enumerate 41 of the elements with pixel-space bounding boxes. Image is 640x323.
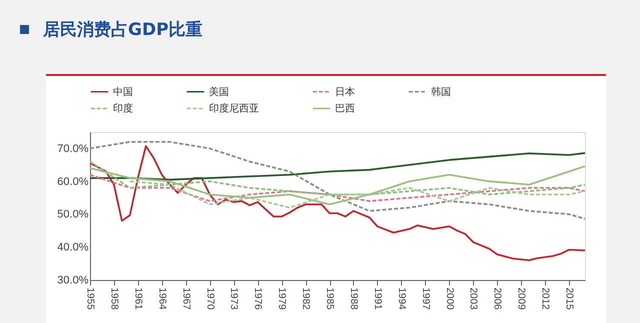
y-tick-label: 50.0% (57, 208, 89, 221)
x-tick-label: 1961 (132, 288, 144, 310)
line-series (89, 145, 586, 262)
y-tick-label: 30.0% (57, 274, 89, 286)
y-tick-label: 40.0% (57, 242, 89, 254)
line-series (89, 165, 586, 206)
x-tick-label: 1985 (324, 288, 336, 310)
legend-label: 韩国 (431, 86, 451, 98)
x-tick-label: 2006 (492, 288, 503, 310)
x-tick-label: 1964 (156, 288, 168, 310)
x-tick-label: 2009 (516, 288, 527, 310)
x-tick-label: 1958 (108, 288, 120, 310)
legend-label: 印度 (113, 102, 133, 114)
y-tick-label: 70.0% (57, 142, 89, 155)
x-tick-label: 1979 (276, 288, 288, 310)
x-tick-label: 2015 (564, 288, 575, 310)
line-series (89, 160, 586, 196)
x-tick-label: 2012 (540, 288, 551, 310)
legend-label: 日本 (335, 86, 355, 98)
x-tick-label: 1991 (372, 288, 383, 310)
x-tick-label: 1970 (204, 288, 216, 310)
x-tick-label: 1976 (252, 288, 264, 310)
x-tick-label: 1982 (300, 288, 312, 310)
legend-label: 中国 (113, 86, 133, 98)
x-tick-label: 1973 (228, 288, 240, 310)
line-series (129, 180, 586, 209)
legend-label: 印度尼西亚 (209, 102, 259, 114)
legend-label: 巴西 (335, 104, 355, 114)
y-tick-label: 60.0% (57, 176, 89, 188)
line-series (89, 152, 586, 181)
x-tick-label: 2000 (444, 288, 455, 310)
line-series (89, 174, 586, 202)
line-series (89, 140, 586, 220)
x-tick-label: 1994 (396, 288, 407, 310)
x-tick-label: 1955 (84, 288, 96, 310)
x-tick-label: 1988 (348, 288, 359, 310)
chart-title: 居民消费占GDP比重 (43, 19, 203, 41)
x-tick-label: 1997 (420, 288, 431, 310)
x-tick-label: 1967 (180, 288, 192, 310)
x-tick-label: 2003 (468, 288, 479, 310)
legend-label: 美国 (209, 86, 229, 98)
